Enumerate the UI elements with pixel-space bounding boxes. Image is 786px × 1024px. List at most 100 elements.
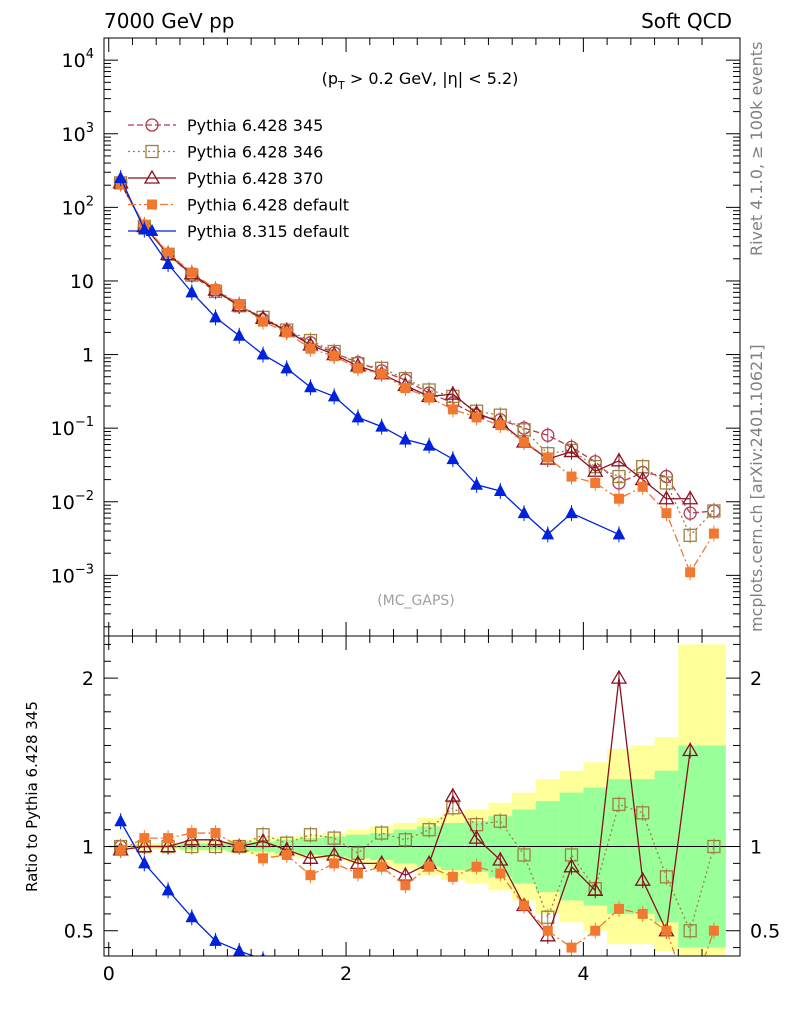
ratio-point	[612, 797, 626, 812]
main-point	[612, 527, 626, 540]
ratio-point	[186, 828, 197, 839]
ratio-point	[637, 908, 648, 919]
ratio-point	[305, 870, 316, 881]
main-point	[114, 170, 127, 184]
ratio-point	[686, 994, 695, 1003]
ratio-point	[398, 833, 413, 847]
ratio-point	[610, 669, 628, 684]
ratio-point	[375, 826, 389, 840]
main-point	[258, 316, 268, 327]
ratio-point	[424, 861, 435, 872]
ratio-point	[161, 883, 175, 896]
ratio-panel-content	[104, 644, 740, 1003]
main-point	[685, 567, 696, 578]
main-point	[659, 476, 674, 490]
main-point	[399, 432, 412, 445]
main-point	[542, 452, 553, 463]
main-point	[637, 481, 648, 492]
rivet-version-label: Rivet 4.1.0, ≥ 100k events	[747, 42, 766, 256]
main-point	[352, 363, 363, 374]
ratio-ytick-label: 2	[750, 668, 762, 690]
ratio-point	[636, 806, 650, 820]
main-point	[682, 490, 699, 505]
main-point	[683, 506, 697, 520]
ratio-point	[115, 844, 126, 855]
main-point	[612, 469, 626, 484]
ratio-ytick-label: 2	[82, 668, 94, 690]
main-ytick-label: 10−1	[51, 415, 94, 440]
ratio-point	[232, 943, 246, 956]
ratio-point	[281, 849, 292, 860]
main-point	[375, 419, 388, 432]
ratio-point	[303, 828, 318, 842]
main-point	[305, 343, 316, 354]
main-point	[661, 508, 672, 519]
ratio-point	[590, 925, 601, 936]
main-series-line-0	[120, 182, 714, 514]
main-point	[541, 527, 555, 540]
ratio-point	[683, 924, 697, 938]
ratio-point	[234, 841, 245, 852]
ratio-point	[707, 839, 721, 854]
main-point	[304, 380, 317, 393]
ratio-point	[400, 880, 411, 891]
main-panel-content	[112, 170, 721, 581]
main-point	[471, 412, 482, 423]
ratio-axes: 0.5 0.5 1 1 2 2 0 2 4	[64, 636, 780, 985]
ratio-point	[207, 831, 224, 846]
ratio-point	[258, 853, 268, 864]
ratio-point	[519, 900, 530, 911]
main-point	[280, 361, 294, 374]
ratio-point	[661, 925, 672, 936]
legend-marker	[145, 144, 159, 159]
cut-label: (pT > 0.2 GeV, |η| < 5.2)	[322, 69, 519, 92]
main-point	[610, 452, 628, 467]
ratio-point	[659, 870, 674, 884]
ratio-xtick-label: 0	[103, 963, 115, 985]
ratio-point	[587, 882, 604, 896]
ratio-point	[254, 833, 272, 848]
main-ytick-label: 10−3	[51, 562, 94, 587]
ratio-point	[139, 833, 150, 844]
ratio-point	[492, 851, 509, 866]
ratio-point	[613, 903, 624, 914]
main-point	[590, 477, 601, 488]
legend: Pythia 6.428 345 Pythia 6.428 346 Pythia 6…	[128, 116, 349, 241]
main-point	[658, 490, 675, 505]
main-point	[519, 436, 530, 447]
ratio-ytick-label: 0.5	[750, 921, 780, 943]
ratio-point	[634, 871, 651, 886]
main-point	[517, 506, 531, 519]
main-point	[563, 443, 580, 458]
header-right-title: Soft QCD	[641, 9, 732, 33]
ratio-point	[327, 831, 341, 845]
main-point	[329, 351, 340, 362]
ratio-point	[138, 856, 151, 869]
ratio-point	[566, 942, 577, 953]
ratio-xtick-label: 2	[340, 963, 352, 985]
ratio-point	[376, 861, 387, 872]
main-series-line-3	[120, 183, 715, 574]
main-point	[327, 389, 341, 402]
ratio-point	[210, 828, 221, 839]
ratio-point	[261, 952, 265, 956]
main-point	[209, 310, 222, 323]
main-point	[376, 368, 387, 379]
legend-marker	[147, 199, 157, 210]
main-point	[234, 299, 245, 310]
ratio-point	[682, 742, 699, 757]
main-ytick-label: 103	[62, 121, 94, 146]
main-ytick-label: 102	[62, 194, 94, 219]
main-point	[186, 267, 197, 278]
main-point	[566, 471, 577, 482]
main-ytick-label: 104	[62, 47, 94, 72]
header-left-title: 7000 GeV pp	[104, 9, 235, 33]
ratio-point	[136, 838, 153, 853]
ratio-point	[114, 814, 127, 827]
legend-label: Pythia 6.428 345	[187, 116, 323, 135]
ratio-point	[444, 787, 461, 802]
main-point	[470, 477, 483, 490]
main-point	[232, 328, 246, 341]
